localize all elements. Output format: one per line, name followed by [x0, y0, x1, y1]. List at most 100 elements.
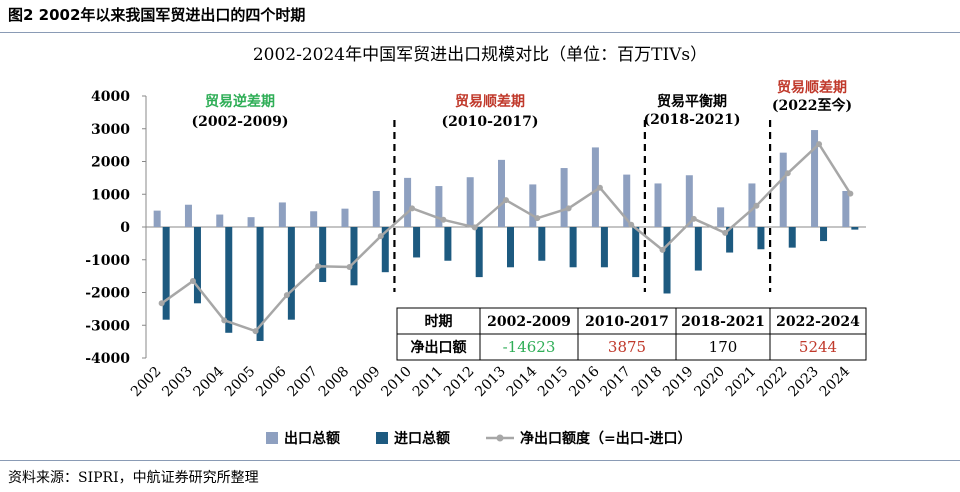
table-value-cell: 5244 — [799, 338, 837, 356]
y-tick-label: -3000 — [85, 318, 130, 334]
x-tick-label: 2017 — [598, 364, 635, 401]
net-export-point — [847, 190, 854, 197]
export-bar — [498, 159, 505, 227]
y-tick-label: -4000 — [85, 351, 130, 367]
net-export-point — [753, 202, 760, 209]
export-bar — [435, 186, 443, 227]
import-bar — [694, 227, 702, 271]
export-bar — [560, 168, 568, 227]
table-value-cell: 3875 — [608, 338, 646, 356]
net-export-point — [440, 216, 447, 223]
table-header-cell: 2002-2009 — [487, 314, 571, 330]
import-bar — [507, 227, 514, 268]
net-export-point — [221, 317, 228, 324]
import-bar — [757, 227, 765, 250]
chart: 2002-2024年中国军贸进出口规模对比（单位：百万TIVs） 4000 300… — [85, 45, 867, 447]
x-tick-label: 2002 — [128, 364, 165, 401]
figure-title: 图2 2002年以来我国军贸进出口的四个时期 — [8, 6, 306, 24]
import-bar — [663, 227, 671, 294]
export-bar — [591, 147, 599, 227]
import-bar — [726, 227, 734, 253]
export-bar — [685, 175, 693, 227]
x-tick-label: 2015 — [535, 364, 572, 401]
legend-swatch-export — [266, 432, 278, 444]
import-bar — [820, 227, 828, 242]
x-tick-label: 2005 — [222, 364, 259, 401]
x-tick-label: 2019 — [660, 364, 697, 401]
x-tick-label: 2013 — [472, 364, 509, 401]
table-value-cell: -14623 — [503, 338, 556, 356]
net-export-point — [283, 292, 290, 299]
net-export-point — [471, 224, 478, 231]
net-export-point — [377, 233, 384, 240]
import-bar — [162, 227, 170, 320]
x-tick-label: 2009 — [347, 364, 384, 401]
x-tick-label: 2022 — [754, 364, 791, 401]
chart-title: 2002-2024年中国军贸进出口规模对比（单位：百万TIVs） — [253, 45, 707, 65]
period-range: (2010-2017) — [442, 114, 539, 130]
import-bar — [788, 227, 796, 248]
source-note: 资料来源：SIPRI，中航证券研究所整理 — [8, 470, 259, 486]
period-label: 贸易逆差期 — [205, 93, 275, 110]
x-tick-label: 2020 — [691, 364, 728, 401]
export-bar — [341, 208, 349, 227]
export-bar — [310, 211, 318, 227]
x-tick-label: 2008 — [316, 364, 353, 401]
net-export-line — [160, 142, 852, 333]
y-tick-label: -1000 — [85, 253, 130, 269]
export-bar — [372, 190, 380, 227]
import-bar — [225, 227, 233, 333]
import-bar — [256, 227, 264, 341]
import-bar — [632, 227, 640, 278]
export-bar — [842, 190, 850, 227]
legend-swatch-import — [376, 432, 388, 444]
export-bar — [247, 217, 255, 227]
import-bar — [193, 227, 201, 304]
y-tick-label: 4000 — [91, 89, 130, 105]
import-bar — [287, 227, 295, 320]
x-tick-label: 2024 — [817, 363, 854, 400]
net-export-point — [252, 328, 259, 335]
import-bar — [381, 227, 389, 273]
legend-label-export: 出口总额 — [284, 430, 340, 447]
y-tick-label: 1000 — [91, 187, 130, 203]
legend-label-import: 进口总额 — [394, 430, 450, 447]
net-export-point — [596, 184, 603, 191]
import-bar — [569, 227, 577, 268]
import-bar — [600, 227, 608, 268]
y-tick-label: -2000 — [85, 286, 130, 302]
export-bar — [717, 207, 725, 227]
net-export-point — [690, 215, 697, 222]
x-tick-label: 2023 — [785, 364, 822, 401]
period-range: (2022至今) — [772, 97, 852, 114]
export-bar — [623, 174, 631, 227]
export-bar — [654, 183, 662, 227]
x-tick-label: 2018 — [629, 364, 666, 401]
x-tick-label: 2007 — [284, 364, 321, 401]
net-export-point — [565, 205, 572, 212]
table-header-cell: 2010-2017 — [585, 314, 669, 330]
import-bar — [851, 227, 859, 230]
export-bar — [216, 214, 224, 227]
table-value-cell: 170 — [709, 338, 738, 356]
legend-marker-net — [496, 434, 504, 442]
period-label: 贸易顺差期 — [777, 79, 847, 96]
top-rule — [0, 32, 960, 33]
net-export-point — [503, 197, 509, 204]
export-bar — [466, 177, 474, 227]
x-tick-label: 2021 — [723, 364, 760, 401]
net-export-point — [784, 170, 791, 177]
y-tick-label: 0 — [120, 220, 130, 236]
export-bar — [529, 184, 537, 227]
net-export-point — [189, 278, 196, 285]
net-export-point — [315, 263, 322, 270]
net-export-point — [534, 215, 541, 222]
x-tick-label: 2003 — [159, 364, 196, 401]
x-tick-label: 2006 — [253, 363, 290, 400]
import-bar — [319, 227, 327, 283]
net-export-point — [346, 263, 353, 270]
x-tick-label: 2012 — [441, 364, 478, 401]
export-bar — [404, 177, 412, 227]
net-export-point — [722, 229, 729, 236]
export-bar — [779, 152, 787, 227]
